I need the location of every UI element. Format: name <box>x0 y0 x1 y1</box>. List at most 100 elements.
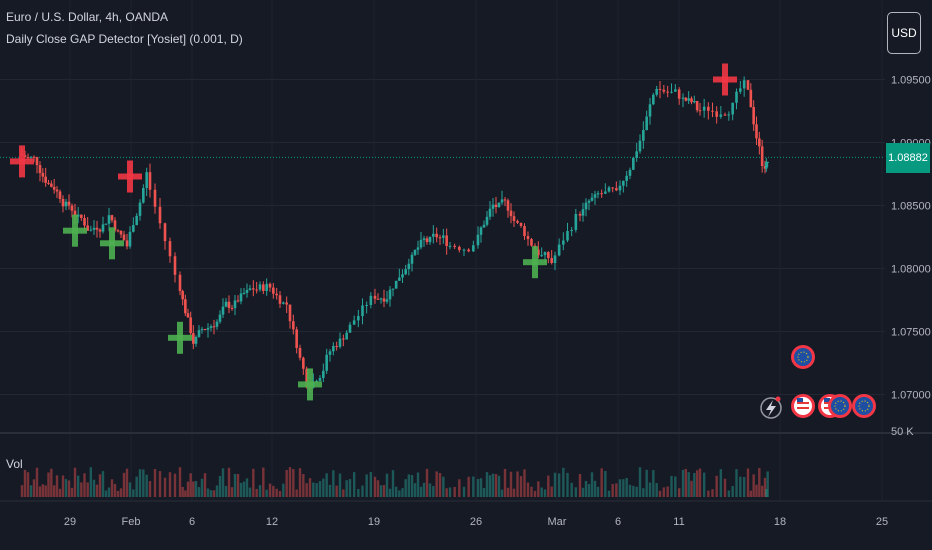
candle-body <box>215 321 219 327</box>
volume-bar <box>158 471 162 497</box>
candle-body <box>666 91 669 93</box>
volume-bar <box>491 473 495 497</box>
candle-body <box>107 215 111 224</box>
candle-body <box>419 239 423 248</box>
volume-bar <box>590 472 594 497</box>
volume-bar <box>325 473 328 497</box>
volume-bar <box>239 482 243 497</box>
candle-body <box>574 213 578 230</box>
candle-body <box>44 176 47 183</box>
volume-legend[interactable]: Vol <box>6 457 23 471</box>
candle-body <box>110 215 114 221</box>
candle-body <box>731 102 734 115</box>
candle-body <box>184 299 187 314</box>
candle-body <box>662 89 666 92</box>
candle-body <box>361 305 364 317</box>
candle-body <box>295 329 298 348</box>
candle-body <box>655 88 658 95</box>
volume-bar <box>61 475 65 497</box>
candle-body <box>76 214 80 217</box>
candle-body <box>376 298 380 300</box>
time-axis[interactable]: 29 Feb 6 12 19 26 Mar 6 11 18 25 <box>64 516 888 528</box>
candle-body <box>298 347 302 358</box>
candle-body <box>530 239 533 246</box>
volume-bar <box>168 472 172 497</box>
symbol-legend[interactable]: Euro / U.S. Dollar, 4h, OANDA <box>6 10 169 24</box>
volume-bar <box>749 490 753 497</box>
volume-bar <box>58 488 62 497</box>
volume-bar <box>628 484 632 497</box>
volume-bar <box>472 476 475 497</box>
candle-body <box>119 230 123 235</box>
volume-bar <box>523 469 526 497</box>
eu-flag-icon[interactable] <box>791 345 815 369</box>
volume-bar <box>104 490 108 497</box>
candle-body <box>268 283 272 288</box>
eu-flag-icon[interactable] <box>828 394 852 418</box>
candle-body <box>401 274 404 278</box>
volume-bar <box>587 483 591 497</box>
volume-bar <box>278 490 282 497</box>
candle-body <box>622 180 625 186</box>
volume-bar <box>476 478 480 497</box>
volume-bar <box>382 485 386 497</box>
candle-body <box>61 198 65 207</box>
candle-body <box>749 89 753 107</box>
candle-body <box>658 88 662 90</box>
candle-body <box>472 245 475 252</box>
candle-body <box>302 357 305 369</box>
candle-body <box>765 162 768 169</box>
candle-body <box>611 187 614 189</box>
volume-bar <box>746 468 750 497</box>
candle-body <box>438 237 442 239</box>
volume-bar <box>607 490 611 497</box>
candle-body <box>369 295 373 305</box>
volume-bar <box>23 469 27 497</box>
volume-bar <box>394 486 398 497</box>
volume-bar <box>425 468 429 497</box>
eu-flag-icon[interactable] <box>852 394 876 418</box>
volume-bar <box>666 486 669 497</box>
currency-button[interactable]: USD <box>887 12 921 54</box>
volume-bar <box>233 474 237 497</box>
candle-body <box>506 200 510 211</box>
volume-bar <box>526 482 530 497</box>
volume-bar <box>262 467 265 497</box>
volume-bar <box>512 488 516 497</box>
lightning-icon[interactable] <box>760 396 782 419</box>
candle-body <box>766 161 769 163</box>
volume-bar <box>221 468 225 497</box>
us-flag-icon[interactable] <box>791 394 815 418</box>
last-price-label: 1.08882 <box>886 143 930 173</box>
volume-bar <box>215 485 219 497</box>
volume-bar <box>197 487 201 497</box>
candle-body <box>255 289 258 291</box>
candle-body <box>494 204 498 208</box>
volume-bar <box>44 485 47 497</box>
price-axis[interactable]: 1.070001.075001.080001.085001.090001.095… <box>891 75 931 402</box>
candle-body <box>509 210 513 217</box>
candle-body <box>67 201 71 206</box>
candle-body <box>245 290 249 293</box>
indicator-legend[interactable]: Daily Close GAP Detector [Yosiet] (0.001… <box>6 32 243 46</box>
volume-bar <box>119 488 123 497</box>
candle-body <box>26 157 30 159</box>
volume-bar <box>32 479 36 497</box>
volume-bar <box>727 490 731 497</box>
candle-body <box>50 183 53 187</box>
volume-bar <box>328 484 332 497</box>
candle-body <box>562 240 565 245</box>
candle-body <box>593 194 597 198</box>
volume-bar <box>181 486 184 497</box>
volume-bar <box>227 467 231 497</box>
volume-bar <box>625 477 628 497</box>
candle-body <box>315 380 318 382</box>
volume-bar <box>566 472 569 497</box>
volume-bar <box>553 472 557 497</box>
volume-bar <box>50 468 53 497</box>
volume-bar <box>506 487 510 497</box>
volume-axis-tick: 50 K <box>891 426 914 438</box>
candle-body <box>516 220 519 223</box>
gap-marker-up <box>298 368 322 401</box>
